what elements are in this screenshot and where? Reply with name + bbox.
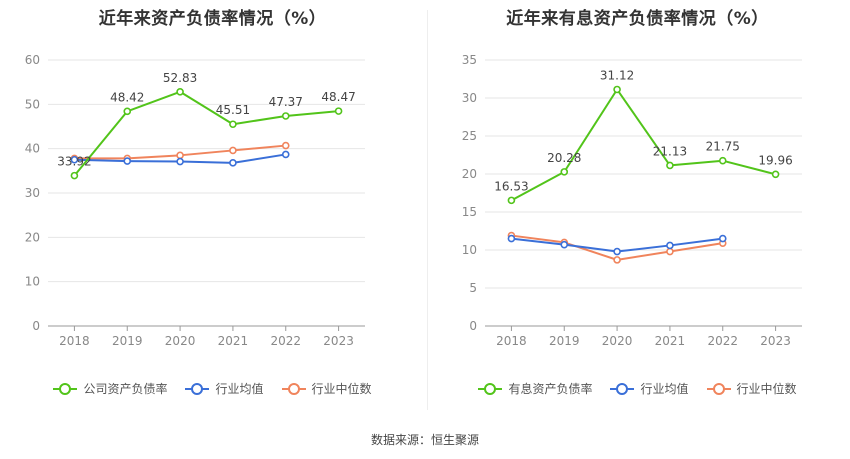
data-point <box>613 256 621 264</box>
data-label: 16.53 <box>494 179 528 193</box>
data-label: 48.42 <box>110 90 144 104</box>
y-tick-label: 10 <box>462 243 477 257</box>
x-tick-label: 2021 <box>655 334 686 348</box>
chart-title: 近年来资产负债率情况（%） <box>98 9 327 29</box>
legend-item[interactable]: 行业中位数 <box>281 380 372 397</box>
legend-marker-icon <box>53 382 78 395</box>
y-tick-label: 60 <box>25 53 40 67</box>
x-tick-label: 2019 <box>549 334 580 348</box>
data-point <box>771 170 780 179</box>
x-tick-label: 2020 <box>165 334 196 348</box>
legend-marker-icon <box>706 382 731 395</box>
y-tick-label: 50 <box>25 97 40 111</box>
y-tick-label: 0 <box>32 319 40 333</box>
y-tick-label: 20 <box>462 167 477 181</box>
y-tick-label: 0 <box>469 319 477 333</box>
legend-item[interactable]: 有息资产负债率 <box>478 380 592 397</box>
data-point <box>70 155 79 164</box>
data-point <box>281 141 290 150</box>
data-point <box>123 157 132 165</box>
x-tick-label: 2020 <box>602 334 633 348</box>
data-point <box>666 247 674 256</box>
data-point <box>718 156 727 165</box>
data-point <box>613 247 621 256</box>
legend-label: 行业中位数 <box>311 382 372 396</box>
data-point <box>123 107 132 116</box>
data-point <box>229 159 237 167</box>
legend-item[interactable]: 行业均值 <box>185 380 264 397</box>
data-label: 19.96 <box>758 153 792 167</box>
data-label: 20.28 <box>547 151 581 165</box>
chart-title: 近年来有息资产负债率情况（%） <box>506 9 769 29</box>
data-label: 47.37 <box>269 95 303 109</box>
legend-marker-icon <box>281 382 306 395</box>
x-tick-label: 2018 <box>496 334 527 348</box>
legend-label: 行业均值 <box>215 382 264 396</box>
x-tick-label: 2022 <box>270 334 301 348</box>
chart-panel-interest-debt-ratio: 近年来有息资产负债率情况（%） 0 5 10 15 20 25 30 35 2018 2019 20… <box>425 0 850 420</box>
data-source-note: 数据来源：恒生聚源 <box>370 433 479 447</box>
line-chart-debt-ratio: 0 10 20 30 40 50 60 2018 2019 2020 2021 2022 2023 33.… <box>25 53 365 348</box>
y-tick-label: 5 <box>469 281 477 295</box>
data-point <box>560 168 569 176</box>
legend-marker-icon <box>185 382 210 395</box>
x-tick-label: 2023 <box>760 334 791 348</box>
data-point <box>70 171 79 180</box>
data-point <box>666 241 674 250</box>
y-tick-label: 25 <box>462 129 477 143</box>
chart-legend: 公司资产负债率 行业均值 行业中位数 <box>0 380 425 397</box>
legend-item[interactable]: 行业中位数 <box>706 380 797 397</box>
data-point <box>281 112 290 120</box>
legend-marker-icon <box>610 382 635 395</box>
legend-label: 公司资产负债率 <box>83 382 168 396</box>
y-tick-label: 30 <box>462 91 477 105</box>
legend-label: 有息资产负债率 <box>508 382 593 396</box>
legend-label: 行业均值 <box>640 382 689 396</box>
legend-item[interactable]: 公司资产负债率 <box>53 380 167 397</box>
x-tick-label: 2022 <box>707 334 738 348</box>
data-point <box>560 240 569 249</box>
data-label: 21.75 <box>706 140 740 154</box>
data-label: 48.47 <box>321 90 355 104</box>
y-tick-label: 40 <box>25 142 40 156</box>
data-label: 33.92 <box>57 155 91 169</box>
data-point <box>507 234 516 243</box>
x-tick-label: 2019 <box>112 334 143 348</box>
y-tick-label: 10 <box>25 275 40 289</box>
data-point <box>334 107 343 115</box>
x-tick-label: 2018 <box>59 334 90 348</box>
data-point <box>718 234 727 243</box>
panel-divider <box>427 10 428 410</box>
legend-item[interactable]: 行业均值 <box>610 380 689 397</box>
data-point <box>507 196 516 205</box>
data-point <box>176 87 184 96</box>
data-point <box>176 157 184 166</box>
y-tick-label: 20 <box>25 230 40 244</box>
x-tick-label: 2021 <box>218 334 249 348</box>
data-point <box>229 146 237 155</box>
y-tick-label: 35 <box>462 53 477 67</box>
line-chart-interest-debt-ratio: 0 5 10 15 20 25 30 35 2018 2019 2020 2021 2022 2023 16… <box>462 53 802 348</box>
data-label: 52.83 <box>163 71 197 85</box>
data-label: 21.13 <box>653 144 687 158</box>
x-tick-label: 2023 <box>323 334 354 348</box>
data-point <box>176 151 184 160</box>
y-tick-label: 15 <box>462 205 477 219</box>
y-tick-label: 30 <box>25 186 40 200</box>
chart-legend: 有息资产负债率 行业均值 行业中位数 <box>425 380 850 397</box>
data-point <box>666 161 674 170</box>
data-point <box>229 120 237 129</box>
series-line <box>73 90 339 177</box>
data-label: 45.51 <box>216 103 250 117</box>
series-line <box>510 88 776 202</box>
legend-label: 行业中位数 <box>736 382 797 396</box>
data-label: 31.12 <box>600 68 634 82</box>
legend-marker-icon <box>478 382 503 395</box>
chart-panel-debt-ratio: 近年来资产负债率情况（%） 0 10 20 30 40 50 60 2018 2019 2020 2… <box>0 0 425 420</box>
data-point <box>613 85 621 94</box>
data-point <box>281 150 290 159</box>
